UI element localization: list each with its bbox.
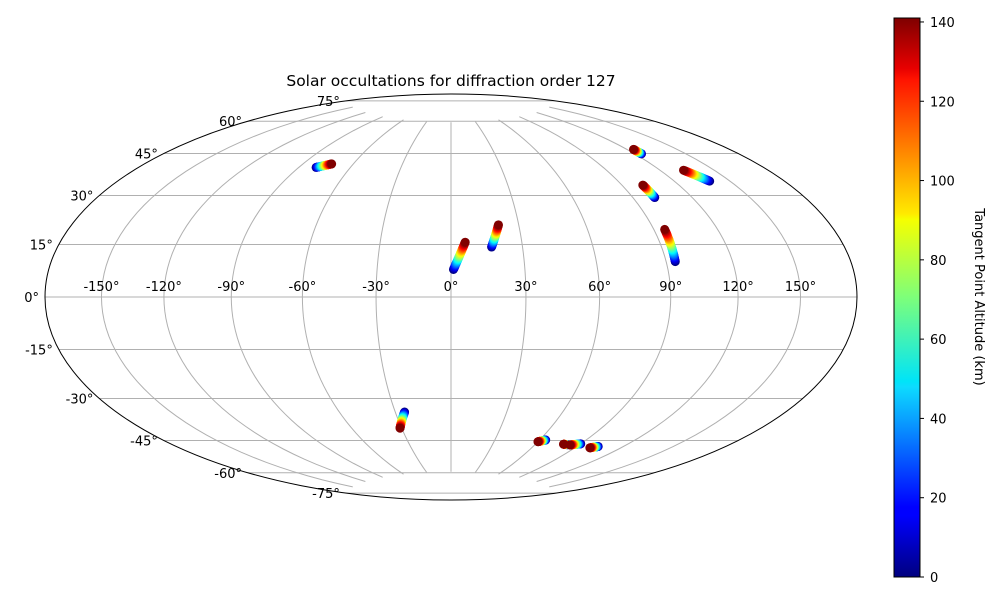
map-boundary: [44, 93, 858, 501]
longitude-tick-label: 30°: [514, 280, 537, 295]
colorbar-tick-label: 120: [930, 95, 955, 110]
occultation-point: [660, 224, 670, 234]
colorbar-tick-label: 100: [930, 175, 955, 190]
latitude-tick-label: -15°: [25, 344, 53, 359]
occultation-point: [460, 237, 470, 247]
colorbar-tick-label: 140: [930, 16, 955, 31]
occultation-point: [565, 440, 575, 450]
colorbar-tick-label: 60: [930, 333, 947, 348]
latitude-tick-label: 30°: [70, 190, 93, 205]
colorbar-tick-label: 80: [930, 254, 947, 269]
colorbar: [893, 17, 921, 578]
colorbar-tick-label: 0: [930, 571, 938, 586]
occultation-point: [679, 165, 689, 175]
occultation-point: [493, 220, 503, 230]
meridian-line: [498, 119, 601, 475]
latitude-tick-label: 60°: [219, 115, 242, 130]
latitude-tick-label: -75°: [312, 487, 340, 502]
colorbar-tick-label: 40: [930, 412, 947, 427]
occultation-point: [585, 443, 595, 453]
latitude-tick-label: 45°: [135, 147, 158, 162]
longitude-tick-labels: -150° -120° -90° -60° -30° 0° 30° 60° 90° 120° 150…: [83, 280, 816, 295]
meridian-line: [519, 116, 672, 478]
data-points: [311, 144, 715, 453]
latitude-tick-label: -30°: [66, 393, 94, 408]
latitude-tick-label: 15°: [30, 238, 53, 253]
colorbar-label: Tangent Point Altitude (km): [971, 207, 986, 385]
occultation-point: [533, 437, 543, 447]
meridian-line: [100, 106, 353, 488]
meridian-line: [474, 121, 527, 473]
occultation-point: [395, 423, 405, 433]
longitude-tick-label: 120°: [722, 280, 753, 295]
longitude-tick-label: 150°: [785, 280, 816, 295]
latitude-tick-labels: 75° 60° 45° 30° 15° 0° -15° -30° -45° -60° -75°: [24, 95, 340, 502]
meridian-line: [230, 116, 383, 478]
longitude-tick-label: -150°: [83, 280, 119, 295]
longitude-tick-label: -60°: [289, 280, 317, 295]
latitude-tick-label: 75°: [317, 95, 340, 110]
occultation-point: [327, 159, 337, 169]
longitude-tick-label: -90°: [217, 280, 245, 295]
meridian-line: [536, 112, 739, 482]
meridian-line: [301, 119, 404, 475]
colorbar-ticks: 0 20 40 60 80 100 120 140: [920, 16, 955, 586]
graticule: [45, 100, 857, 494]
colorbar-tick-label: 20: [930, 492, 947, 507]
occultation-point: [629, 144, 638, 154]
chart-title: Solar occultations for diffraction order…: [286, 72, 615, 90]
latitude-tick-label: -60°: [214, 467, 242, 482]
latitude-tick-label: -45°: [130, 435, 158, 450]
longitude-tick-label: -120°: [146, 280, 182, 295]
longitude-tick-label: 60°: [588, 280, 611, 295]
meridian-line: [163, 112, 366, 482]
latitude-tick-label: 0°: [24, 291, 39, 306]
occultation-point: [638, 180, 648, 190]
longitude-tick-label: -30°: [362, 280, 390, 295]
longitude-tick-label: 90°: [659, 280, 682, 295]
meridian-line: [549, 106, 802, 488]
longitude-tick-label: 0°: [444, 280, 459, 295]
